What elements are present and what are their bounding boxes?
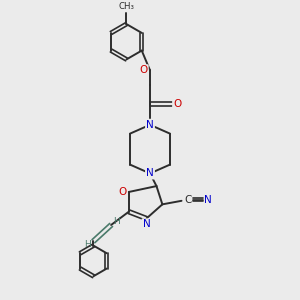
Text: N: N	[146, 168, 154, 178]
Text: O: O	[140, 65, 148, 75]
Text: N: N	[142, 219, 150, 230]
Text: C: C	[184, 195, 192, 205]
Text: O: O	[173, 99, 181, 109]
Text: CH₃: CH₃	[118, 2, 134, 11]
Text: N: N	[146, 120, 154, 130]
Text: N: N	[204, 195, 211, 205]
Text: O: O	[118, 187, 126, 197]
Text: H: H	[113, 217, 120, 226]
Text: H: H	[84, 240, 91, 249]
